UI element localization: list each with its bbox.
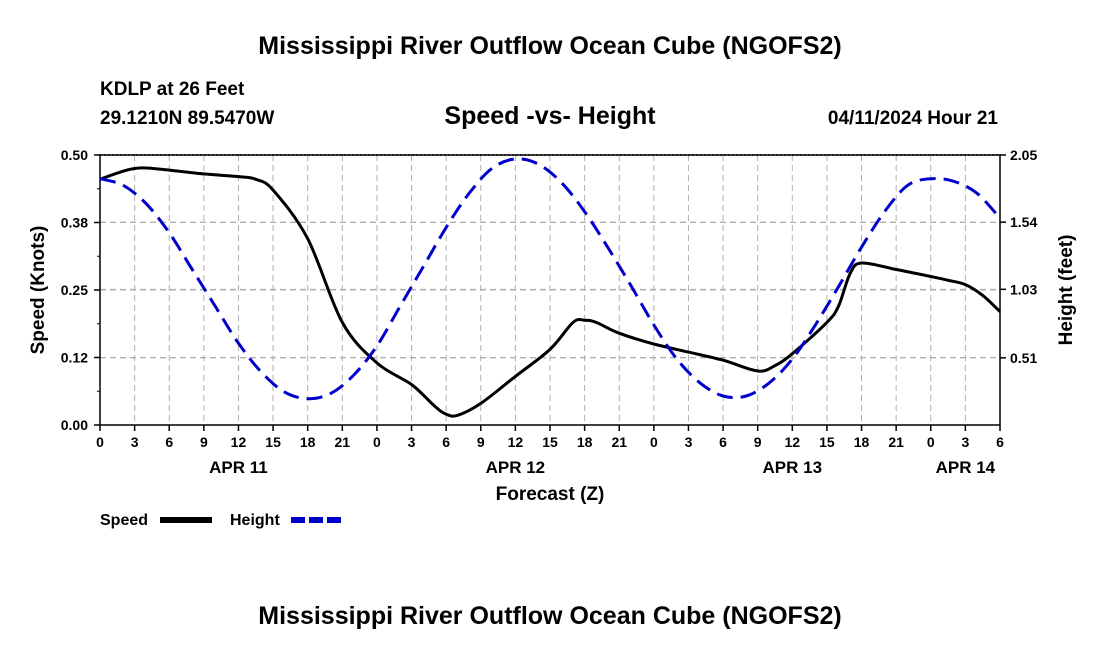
y2-axis-title: Height (feet) <box>1056 235 1077 346</box>
x-tick-label: 0 <box>373 434 381 450</box>
axis-ticks: 0 3 6 9 12 15 18 21 0 3 6 9 12 15 18 21 0 3 6 9 12 15 18 21 0 3 6 0… <box>61 147 1038 477</box>
x-tick-label: 18 <box>300 434 316 450</box>
x-tick-label: 3 <box>408 434 416 450</box>
data-series <box>99 157 1002 418</box>
y-tick-label: 0.12 <box>61 350 88 366</box>
y-axis-title: Speed (Knots) <box>28 226 49 355</box>
y2-tick-label: 1.54 <box>1010 214 1037 230</box>
x-tick-label: 9 <box>754 434 762 450</box>
x-tick-label: 6 <box>719 434 727 450</box>
x-tick-label: 6 <box>442 434 450 450</box>
y-tick-label: 0.38 <box>61 215 88 231</box>
legend-speed-label: Speed <box>100 512 148 529</box>
height-series-line <box>99 157 1002 401</box>
x-tick-label: 0 <box>650 434 658 450</box>
x-tick-label: 18 <box>854 434 870 450</box>
x-tick-label: 12 <box>508 434 524 450</box>
grid-lines <box>100 154 1000 425</box>
x-tick-label: 15 <box>542 434 558 450</box>
y-tick-label: 0.00 <box>61 417 88 433</box>
x-tick-label: 3 <box>131 434 139 450</box>
bottom-title: Mississippi River Outflow Ocean Cube (NG… <box>258 602 841 630</box>
x-tick-label: 21 <box>888 434 904 450</box>
x-tick-label: 18 <box>577 434 593 450</box>
x-tick-label: 9 <box>477 434 485 450</box>
x-tick-label: 0 <box>96 434 104 450</box>
x-tick-label: 21 <box>335 434 351 450</box>
x-tick-label: 0 <box>927 434 935 450</box>
day-label: APR 11 <box>209 458 268 477</box>
x-tick-label: 3 <box>685 434 693 450</box>
x-tick-label: 3 <box>961 434 969 450</box>
speed-series-line <box>99 166 1002 418</box>
y2-tick-label: 2.05 <box>1010 147 1037 163</box>
y-tick-label: 0.25 <box>61 282 88 298</box>
y-tick-label: 0.50 <box>61 147 88 163</box>
day-label: APR 13 <box>763 458 823 477</box>
legend: Speed Height <box>100 512 342 529</box>
x-tick-label: 6 <box>996 434 1004 450</box>
station-label: KDLP at 26 Feet <box>100 79 245 100</box>
x-tick-label: 9 <box>200 434 208 450</box>
chart-title: Mississippi River Outflow Ocean Cube (NG… <box>258 32 841 60</box>
x-tick-label: 15 <box>265 434 281 450</box>
x-tick-label: 6 <box>165 434 173 450</box>
forecast-datetime: 04/11/2024 Hour 21 <box>828 108 998 129</box>
x-tick-label: 21 <box>611 434 627 450</box>
y2-tick-label: 1.03 <box>1010 281 1037 297</box>
x-tick-label: 12 <box>785 434 801 450</box>
legend-height-label: Height <box>230 512 280 529</box>
x-axis-title: Forecast (Z) <box>496 484 605 505</box>
y2-tick-label: 0.51 <box>1010 350 1037 366</box>
chart-subtitle: Speed -vs- Height <box>444 102 656 130</box>
x-tick-label: 15 <box>819 434 835 450</box>
day-label: APR 14 <box>936 458 996 477</box>
day-label: APR 12 <box>486 458 546 477</box>
coordinates-label: 29.1210N 89.5470W <box>100 108 274 129</box>
x-tick-label: 12 <box>231 434 247 450</box>
